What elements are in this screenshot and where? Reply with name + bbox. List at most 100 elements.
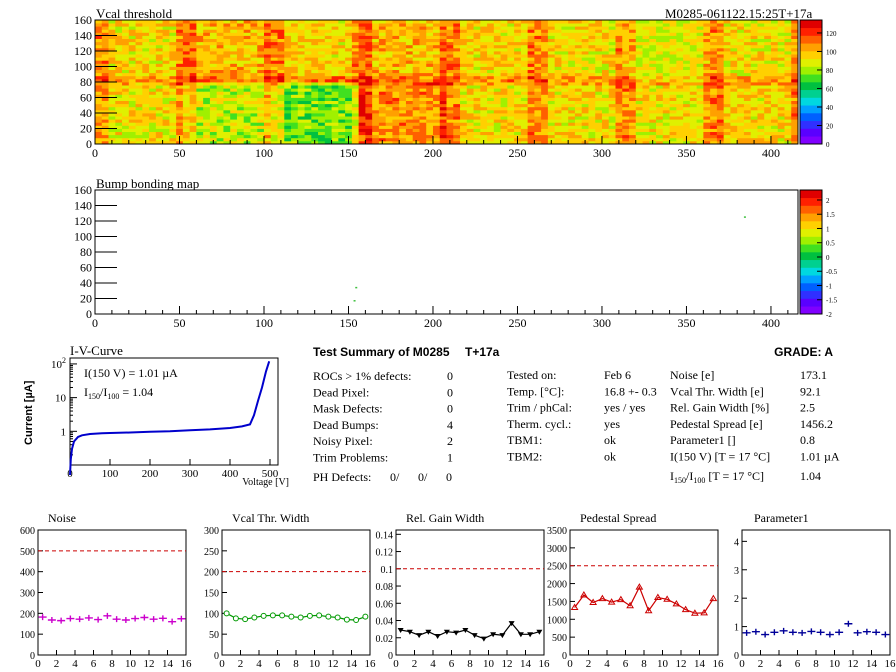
heatmap-cell	[453, 85, 461, 89]
heatmap-cell	[324, 88, 332, 92]
heatmap-cell	[791, 41, 799, 46]
heatmap-cell	[764, 26, 772, 30]
heatmap-cell	[122, 60, 130, 64]
heatmap-cell	[236, 26, 245, 30]
heatmap-cell	[399, 29, 407, 33]
heatmap-cell	[324, 35, 332, 39]
heatmap-cell	[622, 119, 630, 123]
heatmap-cell	[223, 94, 231, 98]
heatmap-cell	[676, 131, 684, 136]
heatmap-cell	[703, 140, 711, 145]
heatmap-cell	[257, 57, 265, 61]
heatmap-cell	[311, 116, 319, 120]
heatmap-cell	[270, 91, 278, 95]
heatmap-cell	[277, 103, 285, 108]
heatmap-cell	[331, 29, 339, 33]
heatmap-cell	[297, 134, 305, 139]
heatmap-cell	[574, 66, 583, 70]
heatmap-cell	[169, 20, 177, 24]
heatmap-cell	[615, 75, 623, 80]
heatmap-cell	[730, 128, 738, 132]
heatmap-cell	[243, 20, 251, 24]
heatmap-cell	[223, 60, 231, 64]
heatmap-cell	[710, 75, 718, 80]
heatmap-cell	[297, 128, 305, 132]
heatmap-cell	[480, 91, 488, 95]
heatmap-cell	[304, 137, 312, 142]
heatmap-cell	[155, 113, 163, 117]
heatmap-cell	[378, 26, 387, 30]
heatmap-cell	[338, 57, 346, 61]
heatmap-cell	[676, 94, 684, 98]
vcal-threshold-heatmap	[95, 20, 799, 145]
heatmap-cell	[209, 47, 218, 52]
heatmap-cell	[561, 47, 569, 52]
bump-bonding-panel: Bump bonding map 0 50 100 150 200 250 300 350 40…	[74, 176, 838, 330]
heatmap-cell	[662, 119, 670, 123]
colorbar-segment	[800, 136, 822, 145]
heatmap-cell	[385, 72, 393, 77]
heatmap-cell	[176, 94, 184, 98]
data-point	[742, 629, 751, 636]
heatmap-cell	[662, 106, 670, 111]
heatmap-cell	[649, 41, 657, 46]
heatmap-cell	[541, 103, 549, 108]
heatmap-cell	[493, 60, 501, 64]
heatmap-cell	[669, 109, 677, 114]
heatmap-cell	[243, 35, 251, 39]
heatmap-cell	[196, 119, 204, 123]
heatmap-cell	[257, 47, 265, 52]
y-tick-label: 50	[209, 630, 219, 641]
heatmap-cell	[209, 125, 218, 129]
heatmap-cell	[453, 29, 461, 33]
heatmap-cell	[223, 54, 231, 58]
heatmap-cell	[750, 29, 758, 33]
heatmap-cell	[419, 131, 427, 136]
heatmap-cell	[345, 88, 353, 92]
x-tick-label: 4	[430, 658, 436, 670]
heatmap-cell	[155, 38, 163, 43]
heatmap-cell	[622, 103, 630, 108]
heatmap-cell	[500, 100, 508, 105]
heatmap-cell	[270, 128, 278, 132]
heatmap-cell	[649, 63, 657, 67]
heatmap-cell	[561, 78, 569, 83]
iv-x-tick-label: 100	[102, 468, 119, 480]
heatmap-cell	[541, 82, 549, 86]
heatmap-cell	[372, 66, 380, 70]
heatmap-cell	[250, 47, 258, 52]
heatmap-cell	[122, 72, 130, 77]
heatmap-cell	[642, 35, 650, 39]
heatmap-cell	[541, 119, 549, 123]
heatmap-cell	[737, 91, 745, 95]
heatmap-cell	[595, 122, 603, 126]
heatmap-cell	[595, 116, 603, 120]
heatmap-cell	[270, 57, 278, 61]
heatmap-cell	[155, 47, 163, 52]
heatmap-cell	[493, 100, 501, 105]
heatmap-cell	[588, 75, 596, 80]
heatmap-cell	[777, 106, 785, 111]
heatmap-cell	[534, 97, 542, 101]
heatmap-cell	[716, 66, 725, 70]
heatmap-cell	[453, 51, 461, 55]
heatmap-cell	[689, 72, 698, 77]
heatmap-cell	[378, 60, 387, 64]
heatmap-cell	[284, 72, 292, 77]
heatmap-cell	[162, 57, 170, 61]
heatmap-cell	[358, 38, 366, 43]
heatmap-cell	[662, 60, 670, 64]
heatmap-cell	[574, 23, 583, 27]
heatmap-cell	[432, 91, 441, 95]
heatmap-cell	[169, 128, 177, 132]
heatmap-cell	[561, 41, 569, 46]
heatmap-cell	[162, 47, 170, 52]
heatmap-cell	[601, 51, 610, 55]
heatmap-cell	[770, 119, 779, 123]
heatmap-cell	[365, 137, 373, 142]
heatmap-cell	[791, 116, 799, 120]
heatmap-cell	[115, 91, 123, 95]
heatmap-cell	[453, 125, 461, 129]
heatmap-cell	[770, 85, 779, 89]
heatmap-cell	[216, 38, 224, 43]
